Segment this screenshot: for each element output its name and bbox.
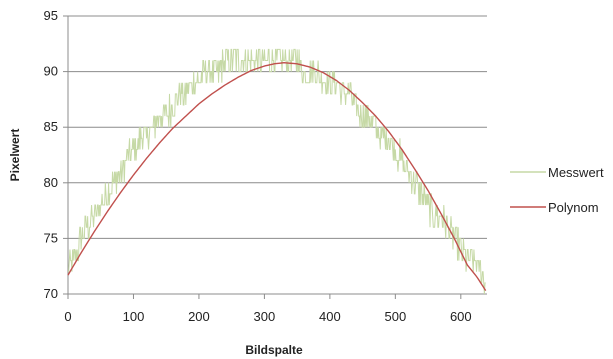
legend: Messwert Polynom xyxy=(510,165,604,215)
series-line-polynom xyxy=(67,61,487,292)
x-tick-label-0: 0 xyxy=(64,309,71,324)
series-line-messwert xyxy=(68,48,486,295)
y-tick-label-90: 90 xyxy=(44,64,58,79)
x-tick-label-400: 400 xyxy=(319,309,341,324)
axes xyxy=(63,15,487,299)
x-tick-label-600: 600 xyxy=(450,309,472,324)
x-axis-title: Bildspalte xyxy=(245,343,303,357)
y-axis-title: Pixelwert xyxy=(8,129,22,182)
x-tick-label-200: 200 xyxy=(188,309,210,324)
y-tick-label-95: 95 xyxy=(44,8,58,23)
series-lines xyxy=(67,48,487,295)
legend-label-polynom: Polynom xyxy=(548,200,599,215)
y-tick-label-75: 75 xyxy=(44,230,58,245)
y-tick-label-80: 80 xyxy=(44,175,58,190)
x-tick-label-100: 100 xyxy=(123,309,145,324)
x-tick-label-500: 500 xyxy=(384,309,406,324)
tick-labels: 70 75 80 85 90 95 0 100 200 300 400 500 600 xyxy=(44,8,472,324)
y-tick-label-85: 85 xyxy=(44,119,58,134)
legend-label-messwert: Messwert xyxy=(548,165,604,180)
x-tick-label-300: 300 xyxy=(254,309,276,324)
y-tick-label-70: 70 xyxy=(44,286,58,301)
